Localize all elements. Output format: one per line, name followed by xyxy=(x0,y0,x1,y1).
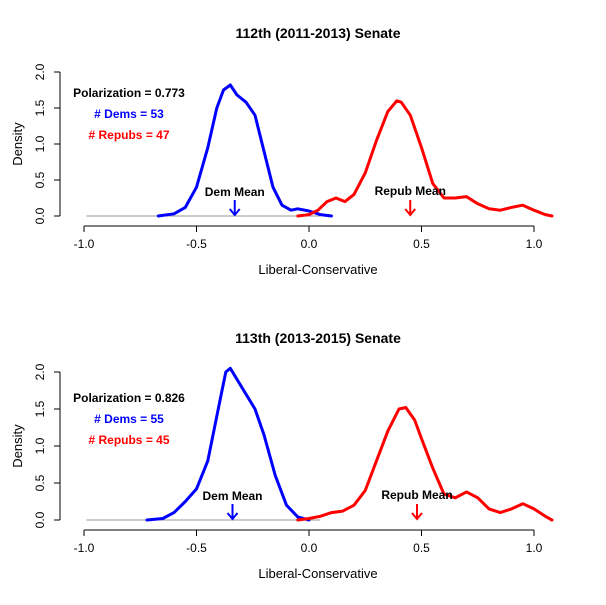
y-axis-label: Density xyxy=(10,122,25,166)
y-tick-label: 1.5 xyxy=(33,400,47,417)
dems-count-label: # Dems = 53 xyxy=(94,107,164,121)
y-tick-label: 0.0 xyxy=(33,207,47,224)
y-tick-label: 2.0 xyxy=(33,363,47,380)
polarization-label: Polarization = 0.826 xyxy=(73,391,185,405)
dem-mean-arrow xyxy=(226,504,239,521)
chart-panel-2: 113th (2013-2015) Senate -1.0 -0.5 0.0 0.5 1.… xyxy=(10,330,554,581)
x-tick-label: 0.0 xyxy=(301,237,318,251)
y-tick-label: 0.5 xyxy=(33,474,47,491)
x-axis-label: Liberal-Conservative xyxy=(258,566,377,581)
dem-density-line xyxy=(156,83,333,218)
x-tick-label: 1.0 xyxy=(526,237,543,251)
dem-mean-arrow-head xyxy=(228,208,241,217)
y-tick-label: 1.0 xyxy=(33,437,47,454)
repub-mean-label: Repub Mean xyxy=(381,488,452,502)
x-tick-label: -1.0 xyxy=(74,541,95,555)
polarization-label: Polarization = 0.773 xyxy=(73,86,185,100)
repub-mean-arrow xyxy=(404,200,417,217)
x-tick-label: 0.0 xyxy=(301,541,318,555)
repub-mean-arrow-head xyxy=(411,512,423,521)
y-tick-label: 0.5 xyxy=(33,171,47,188)
x-axis-label: Liberal-Conservative xyxy=(258,262,377,277)
x-tick-label: 0.5 xyxy=(413,541,430,555)
repub-mean-label: Repub Mean xyxy=(375,184,446,198)
x-tick-label: 1.0 xyxy=(526,541,543,555)
dem-mean-arrow xyxy=(228,200,241,217)
x-tick-label: -0.5 xyxy=(186,541,207,555)
repubs-count-label: # Repubs = 47 xyxy=(88,128,169,142)
dems-count-label: # Dems = 55 xyxy=(94,412,164,426)
chart-panel-1: 112th (2011-2013) Senate -1.0 -0.5 0.0 0.5 1.… xyxy=(10,25,554,277)
dem-density-line xyxy=(145,366,311,522)
dem-mean-label: Dem Mean xyxy=(205,185,265,199)
x-tick-label: -1.0 xyxy=(74,237,95,251)
repubs-count-label: # Repubs = 45 xyxy=(88,433,169,447)
y-tick-label: 1.5 xyxy=(33,99,47,116)
repub-density-line xyxy=(296,406,554,522)
repub-density-line xyxy=(296,99,554,218)
x-tick-label: 0.5 xyxy=(413,237,430,251)
y-axis-label: Density xyxy=(10,424,25,468)
repub-mean-arrow xyxy=(411,504,423,521)
x-tick-label: -0.5 xyxy=(186,237,207,251)
y-tick-label: 1.0 xyxy=(33,135,47,152)
y-tick-label: 0.0 xyxy=(33,511,47,528)
y-tick-label: 2.0 xyxy=(33,63,47,80)
dem-mean-label: Dem Mean xyxy=(202,489,262,503)
chart-title: 112th (2011-2013) Senate xyxy=(236,25,401,41)
dem-mean-arrow-head xyxy=(226,512,239,521)
repub-mean-arrow-head xyxy=(404,208,417,217)
chart-title: 113th (2013-2015) Senate xyxy=(235,330,401,346)
